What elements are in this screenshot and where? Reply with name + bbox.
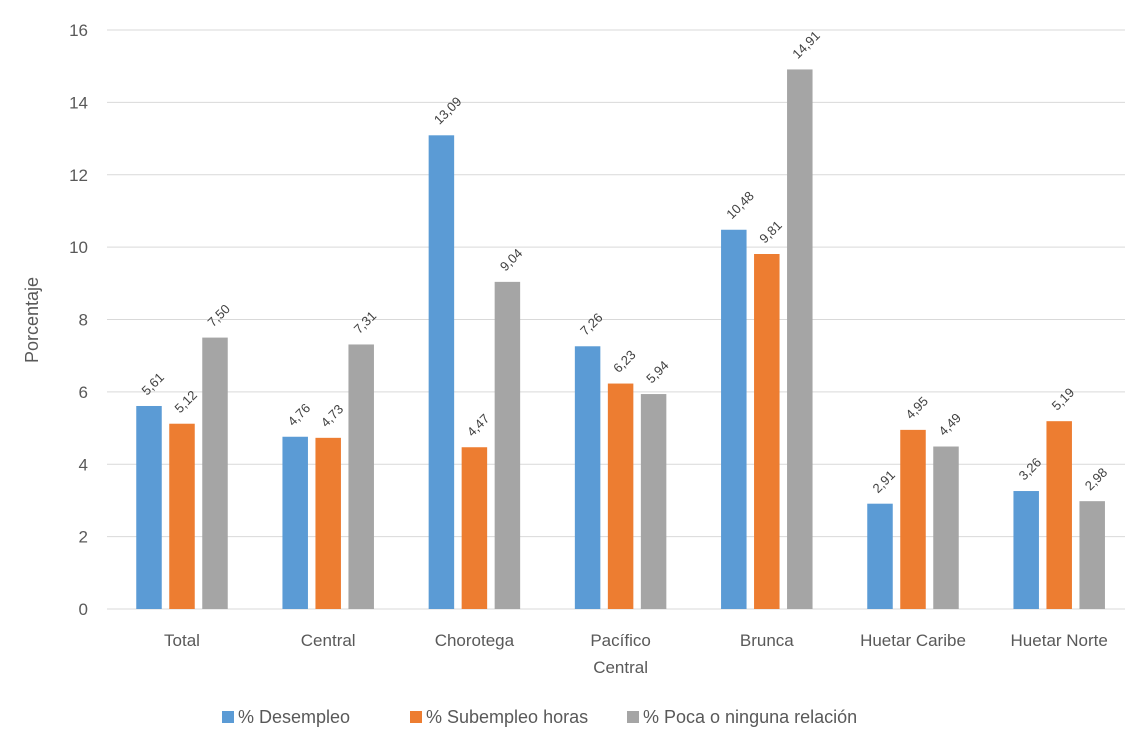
data-label: 5,19 xyxy=(1049,385,1078,414)
data-label: 4,49 xyxy=(936,410,965,439)
bar xyxy=(574,346,601,609)
y-tick-label: 16 xyxy=(69,21,88,40)
bar xyxy=(754,254,780,610)
bar xyxy=(1079,501,1105,609)
legend-label: % Desempleo xyxy=(238,707,350,727)
y-tick-label: 14 xyxy=(69,93,88,112)
y-tick-label: 12 xyxy=(69,166,88,185)
bar xyxy=(1046,421,1072,609)
bar xyxy=(721,229,747,609)
bars xyxy=(136,69,1105,610)
x-category-label: Chorotega xyxy=(435,631,515,650)
legend: % Desempleo % Subempleo horas % Poca o nin… xyxy=(222,707,857,727)
x-category-label: Huetar Norte xyxy=(1011,631,1108,650)
x-axis-categories: Total Central Chorotega Pacífico Central Brun… xyxy=(164,631,1108,677)
bar xyxy=(136,405,162,609)
x-category-label: Total xyxy=(164,631,200,650)
legend-swatch xyxy=(222,711,234,723)
data-label: 13,09 xyxy=(431,94,465,128)
data-label: 7,31 xyxy=(351,308,380,337)
legend-item: % Desempleo xyxy=(222,707,350,727)
data-label: 6,23 xyxy=(610,347,639,376)
y-tick-label: 8 xyxy=(79,311,88,330)
x-category-label: Huetar Caribe xyxy=(860,631,966,650)
bar xyxy=(1013,491,1039,609)
bar xyxy=(202,337,228,609)
bar xyxy=(461,447,488,609)
y-axis-title: Porcentaje xyxy=(22,277,42,363)
bar xyxy=(348,344,374,609)
data-label: 4,76 xyxy=(285,400,314,429)
bar xyxy=(315,437,341,609)
y-axis-ticks: 0 2 4 6 8 10 12 14 16 xyxy=(69,21,88,619)
gridlines xyxy=(107,29,1125,610)
bar xyxy=(900,429,926,609)
bar xyxy=(607,383,634,609)
bar xyxy=(169,423,195,609)
data-label: 7,26 xyxy=(577,310,606,339)
legend-item: % Poca o ninguna relación xyxy=(627,707,857,727)
bar xyxy=(787,69,813,609)
y-tick-label: 4 xyxy=(79,455,88,474)
data-label: 2,91 xyxy=(870,467,899,496)
legend-item: % Subempleo horas xyxy=(410,707,588,727)
data-label: 5,61 xyxy=(139,370,168,399)
data-label: 2,98 xyxy=(1082,465,1111,494)
data-label: 14,91 xyxy=(789,28,823,62)
data-label: 9,81 xyxy=(756,218,785,247)
bar xyxy=(428,135,455,610)
x-category-label: Pacífico Central xyxy=(590,631,650,677)
data-label: 4,95 xyxy=(903,393,932,422)
data-label: 4,73 xyxy=(318,401,347,430)
bar xyxy=(494,281,521,609)
data-label: 5,94 xyxy=(643,358,672,387)
data-label: 9,04 xyxy=(497,245,526,274)
y-tick-label: 0 xyxy=(79,600,88,619)
legend-swatch xyxy=(627,711,639,723)
legend-label: % Poca o ninguna relación xyxy=(643,707,857,727)
data-label: 10,48 xyxy=(723,188,757,222)
bar xyxy=(640,394,667,609)
bar xyxy=(282,436,308,609)
y-tick-label: 2 xyxy=(79,528,88,547)
data-label: 4,47 xyxy=(464,411,493,440)
y-tick-label: 6 xyxy=(79,383,88,402)
x-category-label: Brunca xyxy=(740,631,794,650)
x-category-label: Central xyxy=(301,631,356,650)
legend-swatch xyxy=(410,711,422,723)
bar xyxy=(933,446,959,609)
legend-label: % Subempleo horas xyxy=(426,707,588,727)
data-label: 3,26 xyxy=(1016,455,1045,484)
bar xyxy=(867,503,893,609)
data-label: 7,50 xyxy=(205,301,234,330)
y-tick-label: 10 xyxy=(69,238,88,257)
